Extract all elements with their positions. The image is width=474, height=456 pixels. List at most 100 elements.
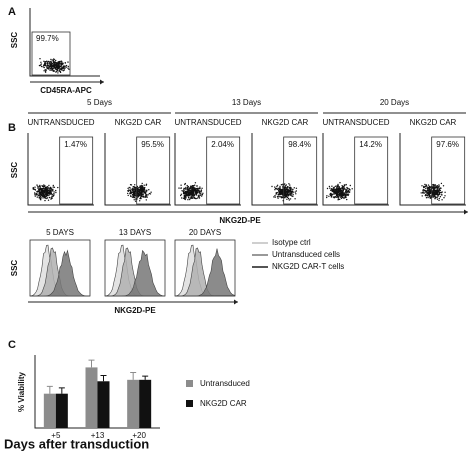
- event-dot: [343, 188, 345, 190]
- gate-percent: 99.7%: [36, 34, 59, 43]
- event-dot: [274, 186, 276, 188]
- event-dot: [329, 193, 332, 195]
- event-dot: [434, 190, 437, 193]
- event-dot: [278, 194, 280, 196]
- event-dot: [337, 192, 339, 194]
- event-dot: [349, 191, 351, 193]
- event-dot: [426, 188, 429, 190]
- event-dot: [286, 198, 288, 200]
- event-dot: [431, 184, 434, 186]
- event-dot: [48, 67, 50, 69]
- plot-frame: [322, 133, 389, 206]
- event-dot: [59, 69, 61, 71]
- event-dot: [201, 194, 203, 196]
- event-dot: [277, 197, 279, 199]
- event-dot: [290, 194, 292, 196]
- event-dot: [285, 187, 287, 189]
- event-dot: [331, 185, 333, 187]
- event-dot: [422, 191, 424, 193]
- event-dot: [62, 65, 65, 68]
- event-dot: [423, 192, 425, 194]
- event-dot: [428, 188, 430, 190]
- axis-label: NKG2D-PE: [114, 306, 156, 315]
- event-dot: [435, 196, 437, 198]
- event-dot: [39, 198, 42, 200]
- event-dot: [338, 193, 341, 195]
- event-dot: [191, 186, 193, 188]
- event-dot: [150, 191, 152, 193]
- event-dot: [131, 196, 133, 198]
- event-dot: [146, 194, 148, 196]
- event-dot: [52, 58, 55, 60]
- event-dot: [189, 186, 191, 189]
- gate: [31, 31, 71, 76]
- event-dot: [192, 196, 195, 198]
- event-dot: [57, 61, 59, 64]
- event-dot: [435, 185, 437, 187]
- event-dot: [42, 188, 44, 190]
- event-dot: [147, 194, 149, 196]
- event-dot: [133, 194, 136, 196]
- event-dot: [438, 193, 440, 196]
- event-dot: [34, 189, 37, 191]
- event-dot: [184, 188, 186, 190]
- event-dot: [32, 187, 34, 189]
- event-dot: [60, 60, 63, 62]
- plot-frame: [29, 8, 100, 77]
- event-dot: [141, 184, 143, 187]
- event-dot: [189, 190, 191, 192]
- event-dot: [426, 186, 428, 188]
- event-dot: [326, 195, 328, 197]
- legend-label: Isotype ctrl: [272, 238, 311, 247]
- histogram-title: 13 DAYS: [119, 228, 151, 237]
- event-dot: [185, 188, 188, 190]
- event-dot: [279, 192, 282, 194]
- event-dot: [188, 193, 190, 195]
- event-dot: [41, 189, 43, 191]
- event-dot: [428, 185, 431, 188]
- event-dot: [67, 65, 70, 68]
- event-dot: [198, 189, 200, 191]
- dot-cloud: [127, 182, 152, 202]
- event-dot: [423, 185, 425, 188]
- event-dot: [38, 188, 41, 191]
- event-dot: [53, 63, 55, 65]
- event-dot: [334, 190, 336, 192]
- event-dot: [427, 184, 430, 186]
- gate: [136, 136, 171, 205]
- event-dot: [50, 191, 52, 193]
- event-dot: [139, 190, 141, 192]
- event-dot: [129, 192, 131, 194]
- event-dot: [183, 197, 186, 199]
- event-dot: [130, 191, 132, 193]
- histogram-curve: [174, 248, 236, 297]
- event-dot: [284, 189, 287, 192]
- event-dot: [426, 194, 429, 196]
- event-dot: [276, 196, 279, 198]
- gate: [431, 136, 466, 205]
- event-dot: [285, 184, 287, 186]
- event-dot: [427, 196, 429, 199]
- event-dot: [202, 192, 204, 194]
- event-dot: [347, 191, 349, 193]
- event-dot: [143, 196, 145, 198]
- event-dot: [185, 190, 188, 193]
- event-dot: [335, 190, 337, 192]
- event-dot: [348, 188, 350, 190]
- event-dot: [422, 189, 424, 191]
- axis-label: SSC: [10, 260, 19, 277]
- event-dot: [64, 62, 67, 64]
- event-dot: [183, 193, 185, 195]
- event-dot: [132, 194, 134, 196]
- event-dot: [50, 187, 52, 189]
- event-dot: [47, 199, 50, 201]
- event-dot: [32, 188, 34, 190]
- event-dot: [145, 189, 147, 192]
- event-dot: [288, 199, 290, 201]
- event-dot: [334, 188, 336, 191]
- event-dot: [43, 60, 45, 62]
- event-dot: [53, 186, 56, 188]
- event-dot: [443, 197, 445, 199]
- event-dot: [142, 188, 144, 191]
- event-dot: [46, 64, 49, 67]
